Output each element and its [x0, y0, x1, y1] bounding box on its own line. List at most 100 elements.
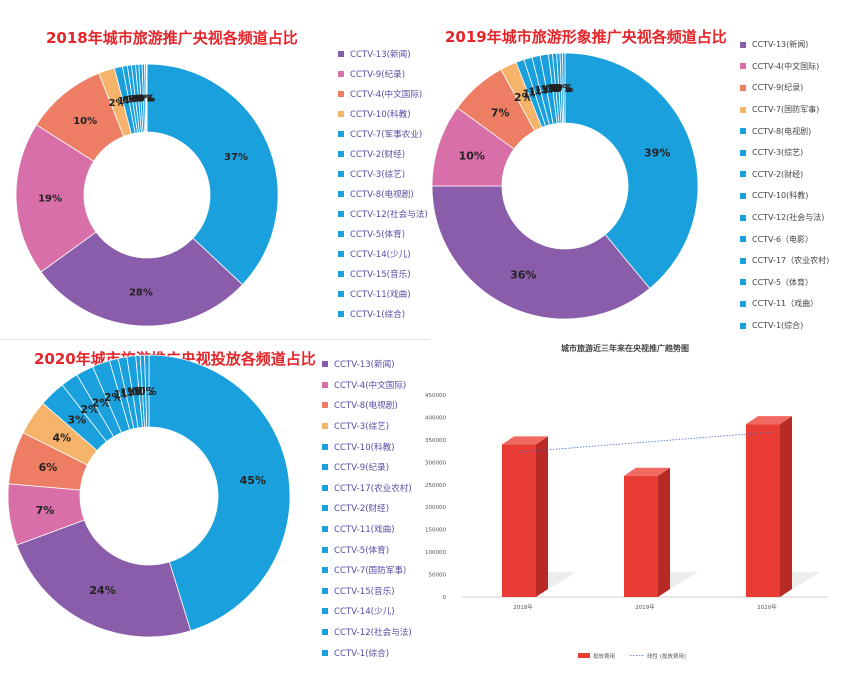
legend-item: CCTV-9(纪录): [322, 457, 412, 478]
legend-swatch: [740, 214, 746, 221]
legend-label: CCTV-4(中文国际): [350, 90, 423, 100]
legend-swatch: [322, 402, 328, 409]
legend-swatch: [338, 171, 344, 177]
legend-label: CCTV-15(音乐): [334, 586, 395, 597]
legend-item: CCTV-5（体育）: [740, 272, 829, 294]
legend-swatch: [740, 192, 746, 199]
bar-1: [624, 467, 698, 597]
legend-item: CCTV-7(国防军事): [322, 560, 412, 581]
y-tick-label: 300000: [425, 460, 446, 466]
legend-item: CCTV-17(农业农村): [322, 478, 412, 499]
legend-item: CCTV-3(综艺): [322, 416, 412, 437]
slice-2: [15, 124, 97, 273]
data-label-4: 2%: [109, 98, 126, 109]
legend-label: CCTV-1(综合): [334, 648, 390, 659]
data-label-1: 24%: [89, 584, 115, 597]
legend-label: CCTV-11(戏曲): [334, 525, 395, 536]
slice-0: [148, 354, 291, 632]
slice-13: [562, 52, 566, 124]
data-label-9: 0%: [131, 94, 148, 105]
legend-swatch: [322, 649, 328, 656]
y-tick-label: 400000: [425, 415, 446, 421]
legend-item: CCTV-13(新闻): [740, 34, 829, 56]
legend-item: CCTV-1(综合): [338, 304, 428, 324]
legend-item: CCTV-10(科教): [740, 185, 829, 207]
legend-swatch: [740, 149, 746, 156]
data-label-3: 10%: [73, 116, 97, 127]
legend-item: CCTV-2(财经): [338, 144, 428, 164]
legend-label: CCTV-10(科教): [350, 110, 411, 120]
legend-label: CCTV-13(新闻): [334, 360, 395, 371]
legend-label: CCTV-11(戏曲): [350, 290, 411, 300]
legend-label: CCTV-5（体育）: [752, 277, 814, 287]
legend-2020: CCTV-13(新闻) CCTV-4(中文国际) CCTV-8(电视剧) CCTV-3…: [322, 354, 412, 663]
legend-label: CCTV-15(音乐): [350, 270, 411, 280]
data-label-7: 2%: [92, 396, 111, 409]
data-label-10: 0%: [134, 94, 151, 105]
data-label-8: 0%: [128, 94, 145, 105]
legend-swatch: [338, 131, 344, 137]
legend-label: CCTV-17（农业农村): [752, 256, 830, 266]
legend-label-trend: 线性 (投放费用): [647, 652, 686, 660]
legend-2018: CCTV-13(新闻) CCTV-9(纪录) CCTV-4(中文国际) CCTV-10…: [338, 44, 428, 324]
legend-swatch: [740, 63, 746, 70]
legend-label: CCTV-12(社会与法): [334, 628, 412, 639]
data-label-12: 0%: [553, 82, 572, 95]
bar-chart-title: 城市旅游近三年来在央视推广趋势图: [561, 343, 689, 353]
legend-swatch: [338, 71, 344, 77]
trend-line: [516, 431, 774, 453]
legend-label: CCTV-3(综艺): [334, 422, 390, 433]
legend-label: CCTV-7(国防军事): [752, 105, 820, 115]
legend-item: CCTV-9(纪录): [740, 77, 829, 99]
slice-0: [564, 52, 699, 290]
data-label-6: 0%: [122, 95, 139, 106]
legend-swatch: [338, 211, 344, 217]
legend-swatch: [322, 443, 328, 450]
legend-label: CCTV-2(财经): [334, 504, 390, 515]
legend-swatch: [322, 484, 328, 491]
legend-label: CCTV-3(综艺): [350, 170, 406, 180]
legend-label: CCTV-7(国防军事): [334, 566, 407, 577]
bar-2: [746, 416, 820, 597]
legend-swatch: [338, 51, 344, 57]
legend-swatch: [338, 271, 344, 277]
legend-label: CCTV-4(中文国际): [752, 61, 820, 71]
donut-chart-2018: 37%28%19%10%2%1%0%0%0%0%0%0%0%0%: [15, 63, 279, 327]
legend-label: CCTV-8(电视剧): [752, 126, 812, 136]
legend-label: CCTV-9(纪录): [350, 70, 406, 80]
data-label-3: 6%: [39, 461, 58, 474]
legend-item: CCTV-14(少儿): [322, 601, 412, 622]
y-tick-label: 50000: [429, 573, 447, 579]
slice-1: [16, 519, 192, 638]
legend-item: CCTV-2(财经): [322, 498, 412, 519]
legend-item: CCTV-4(中文国际): [338, 84, 428, 104]
legend-item: CCTV-11（戏曲）: [740, 293, 829, 315]
data-label-7: 0%: [125, 94, 142, 105]
legend-swatch: [322, 464, 328, 471]
legend-item: CCTV-10(科教): [338, 104, 428, 124]
slice-14: [144, 354, 150, 428]
legend-label: CCTV-12(社会与法): [350, 210, 428, 220]
legend-label: CCTV-1(综合): [350, 310, 406, 320]
legend-label: CCTV-14(少儿): [350, 250, 411, 260]
legend-swatch: [740, 322, 746, 329]
chart-title-2019: 2019年城市旅游形象推广央视各频道占比: [445, 28, 727, 46]
legend-label: CCTV-17(农业农村): [334, 483, 412, 494]
data-label-2: 7%: [36, 504, 55, 517]
legend-item: CCTV-5(体育): [338, 224, 428, 244]
data-label-14: 0%: [138, 385, 157, 398]
data-label-0: 45%: [240, 474, 266, 487]
data-label-0: 37%: [224, 152, 248, 163]
x-tick-label: 2018年: [513, 603, 533, 611]
legend-swatch: [322, 526, 328, 533]
legend-swatch: [338, 311, 344, 317]
legend-label: CCTV-8(电视剧): [350, 190, 414, 200]
bar-legend: 投放费用 线性 (投放费用): [578, 652, 686, 660]
legend-label: CCTV-6（电影）: [752, 234, 814, 244]
legend-item: CCTV-17（农业农村): [740, 250, 829, 272]
legend-swatch: [322, 629, 328, 636]
legend-swatch: [740, 171, 746, 178]
legend-label: CCTV-9(纪录): [752, 83, 804, 93]
legend-swatch: [740, 41, 746, 48]
y-tick-label: 100000: [425, 550, 446, 556]
